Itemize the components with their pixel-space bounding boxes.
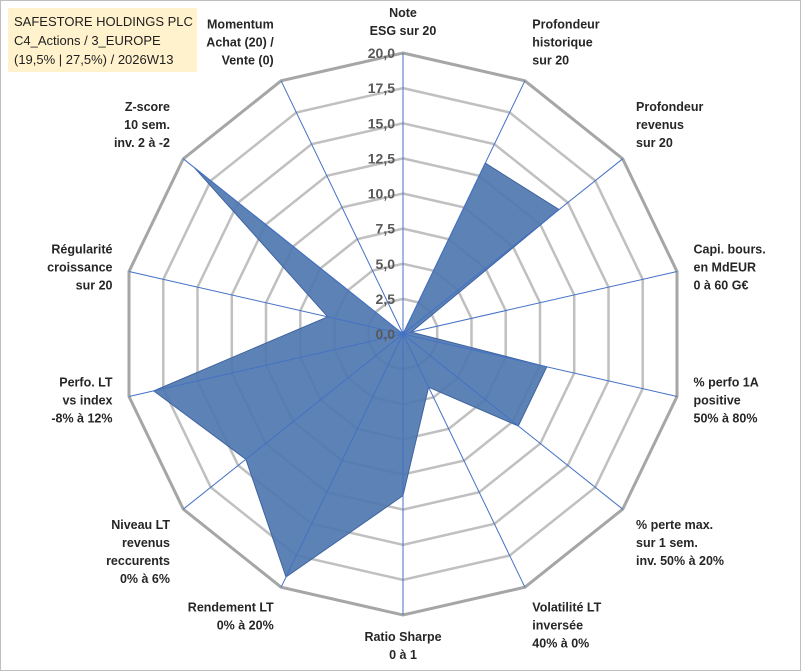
radar-spokes [128,53,678,615]
axis-label: Profondeur historique sur 20 [532,18,599,68]
axis-label: Ratio Sharpe 0 à 1 [364,630,441,662]
r-tick-label: 2,5 [376,291,396,307]
axis-spoke [402,80,526,335]
axis-spoke [402,333,624,510]
axis-spoke [182,333,404,510]
axis-label: Capi. bours. en MdEUR 0 à 60 G€ [694,243,766,293]
axis-label: Niveau LT revenus reccurents 0% à 6% [106,518,170,586]
r-tick-label: 10,0 [368,186,395,202]
series-area [152,162,560,578]
r-tick-label: 12,5 [368,150,395,166]
axis-label: % perte max. sur 1 sem. inv. 50% à 20% [636,518,724,568]
axis-label: Note ESG sur 20 [370,6,437,38]
r-tick-label: 17,5 [368,80,395,96]
axis-spoke [128,271,404,335]
axis-label: % perfo 1A positive 50% à 80% [694,375,759,425]
axis-spoke [402,158,624,335]
axis-spoke [402,333,678,397]
portfolio-path: C4_Actions / 3_EUROPE [14,33,161,48]
axis-spoke [182,158,404,335]
radar-tick-labels: 0,0 2,5 5,0 7,5 10,0 12,5 15,0 17,5 20,0 [368,45,395,342]
radar-category-labels: Note ESG sur 20 Profondeur historique sur 20… [47,6,766,662]
r-tick-label: 7,5 [376,221,396,237]
chart-title-box: SAFESTORE HOLDINGS PLC C4_Actions / 3_EU… [8,8,197,72]
r-tick-label: 20,0 [368,45,395,61]
axis-spoke [280,80,404,335]
axis-label: Régularité croissance sur 20 [47,243,112,293]
axis-label: Volatilité LT inversée 40% à 0% [532,601,601,651]
axis-label: Z-score 10 sem. inv. 2 à -2 [114,100,170,150]
axis-spoke [128,333,404,397]
r-tick-label: 0,0 [376,326,396,342]
axis-spoke [402,271,678,335]
r-tick-label: 5,0 [376,256,396,272]
radar-series [152,162,560,578]
period-info: (19,5% | 27,5%) / 2026W13 [14,52,174,67]
axis-spoke [402,333,526,588]
axis-label: Rendement LT 0% à 20% [188,601,274,633]
axis-label: Profondeur revenus sur 20 [636,100,703,150]
r-tick-label: 15,0 [368,115,395,131]
company-name: SAFESTORE HOLDINGS PLC [14,14,193,29]
axis-spoke [280,333,404,588]
axis-label: Perfo. LT vs index -8% à 12% [51,375,113,425]
axis-label: Momentum Achat (20) / Vente (0) [206,18,274,68]
